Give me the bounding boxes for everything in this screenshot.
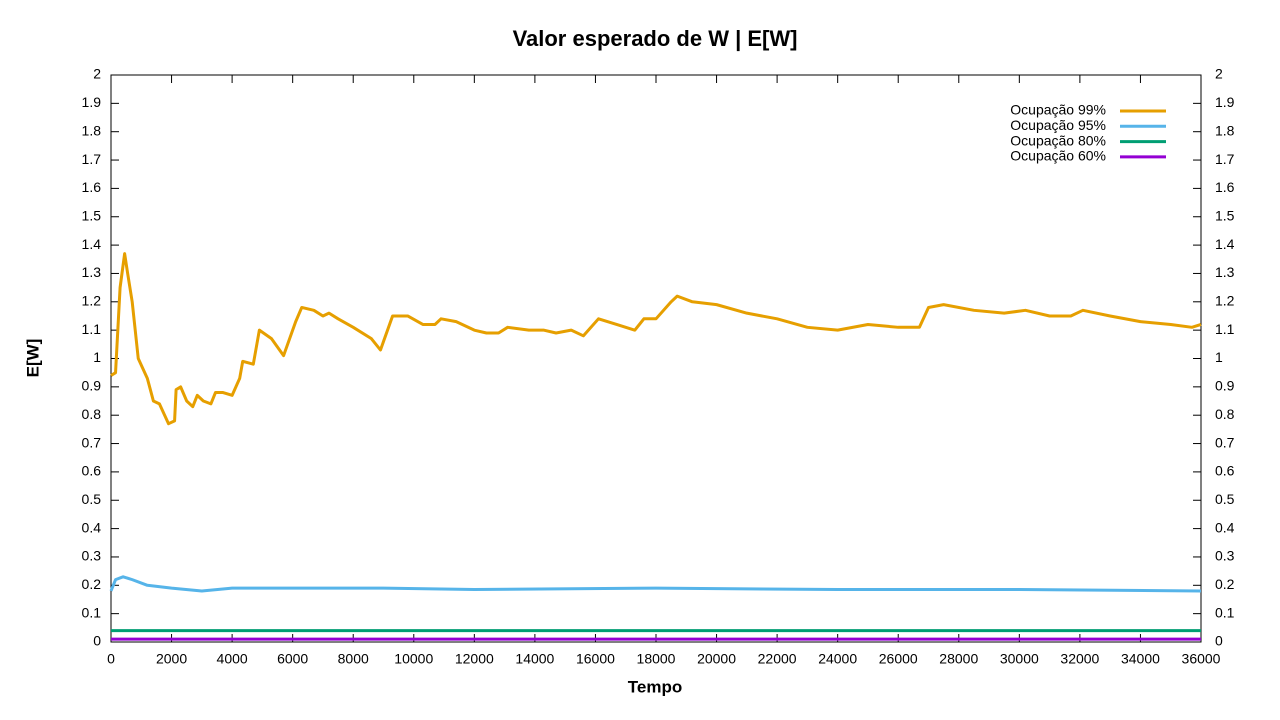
- x-tick-label: 26000: [879, 651, 918, 667]
- y2-tick-label: 0.5: [1215, 491, 1235, 507]
- x-tick-label: 12000: [455, 651, 494, 667]
- y-tick-label: 0.1: [82, 604, 102, 620]
- y2-tick-label: 1.2: [1215, 293, 1235, 309]
- x-tick-label: 30000: [1000, 651, 1039, 667]
- x-tick-label: 34000: [1121, 651, 1160, 667]
- y2-tick-label: 1.1: [1215, 321, 1235, 337]
- y2-tick-label: 1: [1215, 349, 1223, 365]
- y2-tick-label: 0.4: [1215, 519, 1235, 535]
- x-tick-label: 18000: [637, 651, 676, 667]
- x-tick-label: 6000: [277, 651, 308, 667]
- x-tick-label: 24000: [818, 651, 857, 667]
- x-tick-label: 22000: [758, 651, 797, 667]
- x-tick-label: 8000: [338, 651, 369, 667]
- legend-label: Ocupação 95%: [1010, 117, 1106, 133]
- x-tick-label: 28000: [939, 651, 978, 667]
- series-line: [110, 252, 1202, 426]
- x-tick-label: 10000: [394, 651, 433, 667]
- y-tick-label: 2: [93, 66, 101, 82]
- y2-tick-label: 1.7: [1215, 151, 1235, 167]
- y2-tick-label: 0.2: [1215, 576, 1235, 592]
- legend-label: Ocupação 60%: [1010, 148, 1106, 164]
- x-tick-label: 0: [107, 651, 115, 667]
- y-tick-label: 1.9: [82, 94, 102, 110]
- y-tick-label: 0.9: [82, 378, 102, 394]
- y-tick-label: 0.8: [82, 406, 102, 422]
- y-tick-label: 1.6: [82, 179, 102, 195]
- legend-label: Ocupação 80%: [1010, 132, 1106, 148]
- y2-tick-label: 0.6: [1215, 463, 1235, 479]
- y-tick-label: 1.5: [82, 207, 102, 223]
- y-tick-label: 1.4: [82, 236, 102, 252]
- y-tick-label: 0.2: [82, 576, 102, 592]
- x-tick-label: 36000: [1182, 651, 1221, 667]
- y-axis-label: E[W]: [23, 339, 42, 378]
- x-tick-label: 16000: [576, 651, 615, 667]
- y-tick-label: 0.3: [82, 548, 102, 564]
- x-axis-label: Tempo: [628, 677, 682, 696]
- x-tick-label: 32000: [1060, 651, 1099, 667]
- y2-tick-label: 1.5: [1215, 207, 1235, 223]
- y2-tick-label: 1.3: [1215, 264, 1235, 280]
- y-tick-label: 0: [93, 633, 101, 649]
- y-tick-label: 1.2: [82, 293, 102, 309]
- y2-tick-label: 1.4: [1215, 236, 1235, 252]
- x-tick-label: 4000: [217, 651, 248, 667]
- y2-tick-label: 0.8: [1215, 406, 1235, 422]
- chart-title: Valor esperado de W | E[W]: [513, 26, 798, 51]
- x-tick-label: 20000: [697, 651, 736, 667]
- y-tick-label: 0.6: [82, 463, 102, 479]
- series-line: [109, 575, 1202, 593]
- y2-tick-label: 0.1: [1215, 604, 1235, 620]
- y2-tick-label: 1.9: [1215, 94, 1235, 110]
- y2-tick-label: 2: [1215, 66, 1223, 82]
- y2-tick-label: 0.9: [1215, 378, 1235, 394]
- y2-tick-label: 1.6: [1215, 179, 1235, 195]
- y2-tick-label: 0.3: [1215, 548, 1235, 564]
- y-tick-label: 1.1: [82, 321, 102, 337]
- y-tick-label: 1.7: [82, 151, 102, 167]
- y-tick-label: 0.5: [82, 491, 102, 507]
- x-tick-label: 14000: [515, 651, 554, 667]
- y-tick-label: 1: [93, 349, 101, 365]
- y-tick-label: 0.7: [82, 434, 102, 450]
- y2-tick-label: 0.7: [1215, 434, 1235, 450]
- x-tick-label: 2000: [156, 651, 187, 667]
- legend-label: Ocupação 99%: [1010, 102, 1106, 118]
- y-tick-label: 1.3: [82, 264, 102, 280]
- y-tick-label: 1.8: [82, 122, 102, 138]
- y-tick-label: 0.4: [82, 519, 102, 535]
- y2-tick-label: 1.8: [1215, 122, 1235, 138]
- y2-tick-label: 0: [1215, 633, 1223, 649]
